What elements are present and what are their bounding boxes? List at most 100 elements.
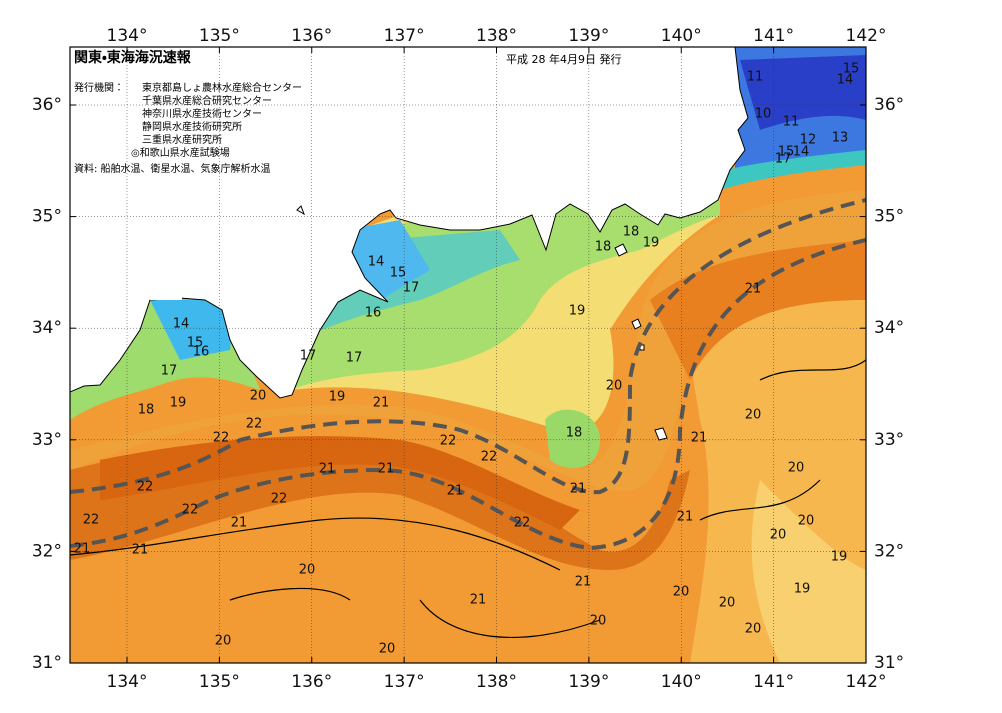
contour-label: 14 (173, 317, 190, 332)
contour-label: 17 (775, 152, 792, 167)
publisher-label: 発行機関： (74, 81, 124, 94)
lon-label: 134° (107, 672, 148, 692)
contour-label: 10 (755, 107, 772, 122)
lon-label: 140° (661, 672, 702, 692)
contour-label: 20 (606, 379, 623, 394)
lon-label: 135° (199, 672, 240, 692)
sea-warm-core-dark (100, 436, 580, 530)
contour-label: 19 (170, 396, 187, 411)
issue-date: 平成 28 年4月9日 発行 (506, 52, 621, 66)
contour-label: 20 (379, 642, 396, 657)
contour-label: 18 (623, 225, 640, 240)
contour-label: 15 (843, 62, 860, 77)
contour-label: 21 (570, 482, 587, 497)
contour-label: 18 (595, 240, 612, 255)
contour-label: 20 (299, 563, 316, 578)
lat-label: 35° (32, 207, 62, 227)
contour-label: 20 (798, 514, 815, 529)
contour-label: 18 (138, 403, 155, 418)
lat-label: 31° (32, 653, 62, 673)
contour-label: 20 (250, 389, 267, 404)
contour-label: 15 (390, 266, 407, 281)
contour-label: 20 (745, 622, 762, 637)
lat-label: 36° (874, 95, 904, 115)
contour-label: 22 (213, 431, 230, 446)
publisher: 静岡県水産技術研究所 (142, 120, 242, 133)
data-source: 資料: 船舶水温、衛星水温、気象庁解析水温 (74, 162, 271, 175)
contour-label: 15 (187, 336, 204, 351)
publisher: 三重県水産研究所 (142, 133, 222, 146)
contour-label: 19 (794, 582, 811, 597)
lon-label: 141° (753, 26, 794, 46)
sea-teal-ne (720, 150, 866, 190)
contour-label: 21 (447, 484, 464, 499)
contour-label: 16 (365, 306, 382, 321)
contour-label: 22 (440, 434, 457, 449)
contour-label: 19 (831, 550, 848, 565)
sea-green-spot (545, 409, 600, 469)
lon-label: 142° (846, 672, 887, 692)
contour-label: 21 (378, 462, 395, 477)
contour-label: 17 (346, 351, 363, 366)
lon-label: 140° (661, 26, 702, 46)
contour-label: 21 (373, 396, 390, 411)
lon-label: 142° (846, 26, 887, 46)
lon-label: 141° (753, 672, 794, 692)
current-axis-south (70, 238, 866, 551)
contour-label: 22 (246, 417, 263, 432)
publisher: 東京都島しょ農林水産総合センター (142, 81, 302, 94)
contours (70, 359, 866, 639)
contour-label: 14 (793, 145, 810, 160)
publisher: 神奈川県水産技術センター (142, 107, 262, 120)
contour-label: 20 (673, 585, 690, 600)
lat-label: 36° (32, 95, 62, 115)
lat-label: 32° (32, 541, 62, 561)
contour-label: 20 (215, 634, 232, 649)
land (70, 47, 749, 399)
contour-label: 15 (778, 145, 795, 160)
contour-label: 22 (271, 492, 288, 507)
publisher: ◎和歌山県水産試験場 (131, 146, 230, 159)
title: 関東・東海海況速報 (74, 49, 192, 66)
contour-label: 20 (788, 461, 805, 476)
contour-label: 16 (193, 345, 210, 360)
contour-label: 22 (514, 516, 531, 531)
lat-label: 33° (32, 430, 62, 450)
publisher: 千葉県水産総合研究センター (142, 94, 272, 107)
lon-label: 136° (291, 672, 332, 692)
contour-label: 21 (575, 575, 592, 590)
lat-label: 34° (874, 318, 904, 338)
contour-label: 22 (83, 513, 100, 528)
contour-label: 21 (691, 431, 708, 446)
contour-label: 18 (566, 426, 583, 441)
sea-layers (70, 47, 866, 663)
lon-label: 138° (476, 26, 517, 46)
contour-label: 22 (137, 480, 154, 495)
contour-label: 13 (832, 131, 849, 146)
sea-blue-dark (740, 55, 866, 130)
contour-label: 17 (161, 364, 178, 379)
contour-label: 22 (481, 450, 498, 465)
contour-label: 14 (837, 73, 854, 88)
contour-label: 20 (590, 614, 607, 629)
contour-label: 14 (368, 255, 385, 270)
lon-label: 136° (291, 26, 332, 46)
lon-label: 139° (568, 672, 609, 692)
lat-label: 33° (874, 430, 904, 450)
contour-label: 19 (569, 304, 586, 319)
lon-label: 135° (199, 26, 240, 46)
lat-label: 31° (874, 653, 904, 673)
lat-label: 32° (874, 541, 904, 561)
contour-label: 17 (300, 349, 317, 364)
sea-band (70, 190, 866, 492)
contour-label: 19 (643, 236, 660, 251)
land-detail (150, 296, 182, 300)
lon-label: 137° (384, 26, 425, 46)
sea-yellow-se (751, 480, 866, 663)
frame (69, 46, 867, 664)
islands (296, 205, 668, 441)
contour-label: 21 (132, 543, 149, 558)
contour-label: 21 (745, 282, 762, 297)
